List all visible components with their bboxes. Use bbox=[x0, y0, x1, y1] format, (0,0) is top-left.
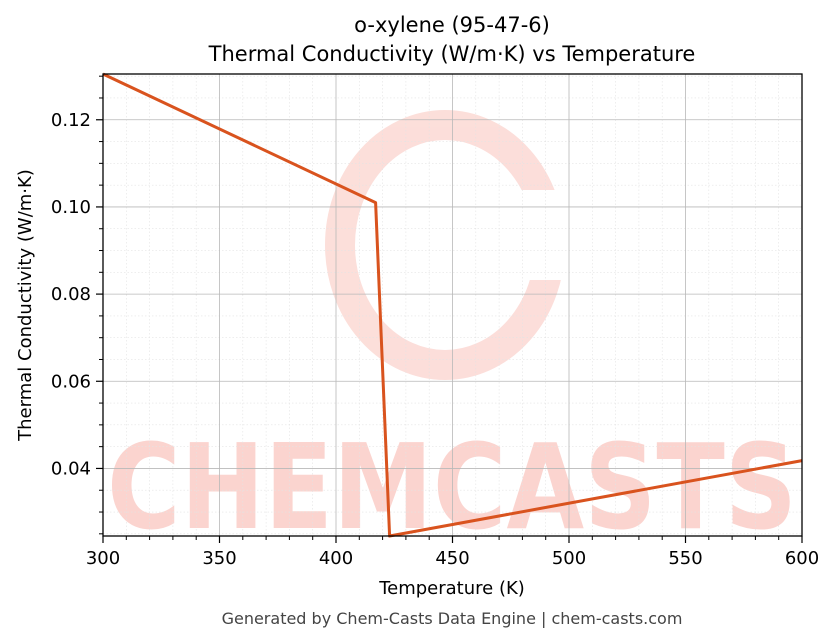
x-tick-label: 350 bbox=[202, 548, 236, 569]
x-tick-label: 400 bbox=[319, 548, 353, 569]
x-axis-title: Temperature (K) bbox=[378, 578, 525, 599]
watermark: CHEMCASTS bbox=[107, 110, 797, 556]
y-tick-label: 0.06 bbox=[51, 371, 91, 392]
x-tick-label: 450 bbox=[435, 548, 469, 569]
footer-credit: Generated by Chem-Casts Data Engine | ch… bbox=[222, 609, 683, 628]
y-tick-label: 0.08 bbox=[51, 284, 91, 305]
x-tick-label: 300 bbox=[86, 548, 120, 569]
y-tick-label: 0.12 bbox=[51, 110, 91, 131]
series-layer bbox=[102, 72, 803, 538]
tick-layer: 300 350 400 450 500 550 600 0.04 0.06 0.08 0.10 0.1… bbox=[51, 75, 819, 569]
watermark-text: CHEMCASTS bbox=[107, 418, 797, 556]
y-tick-label: 0.10 bbox=[51, 197, 91, 218]
y-axis-title: Thermal Conductivity (W/m·K) bbox=[15, 169, 36, 442]
x-tick-label: 500 bbox=[552, 548, 586, 569]
major-grid bbox=[103, 74, 802, 536]
chart-title: o-xylene (95-47-6) bbox=[354, 13, 550, 37]
y-tick-label: 0.04 bbox=[51, 458, 91, 479]
x-tick-label: 600 bbox=[785, 548, 819, 569]
watermark-logo-icon bbox=[325, 110, 590, 380]
chart-subtitle: Thermal Conductivity (W/m·K) vs Temperat… bbox=[208, 42, 696, 66]
series-line bbox=[102, 72, 803, 538]
x-tick-label: 550 bbox=[668, 548, 702, 569]
